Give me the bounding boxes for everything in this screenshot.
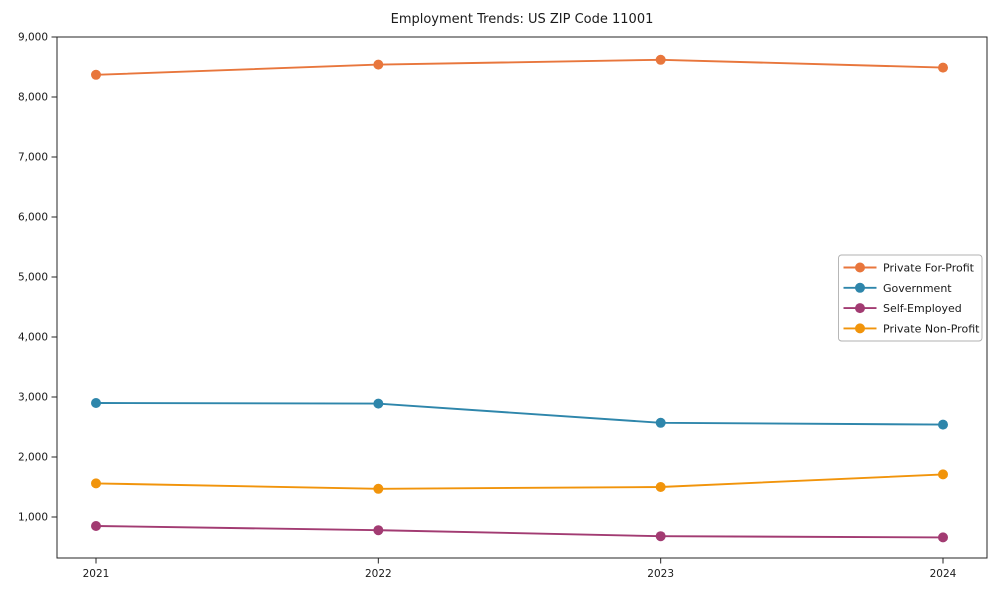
data-point-private-non-profit-2022: [373, 483, 384, 494]
legend-item-private-for-profit: Private For-Profit: [843, 262, 975, 275]
legend-item-label: Government: [883, 282, 952, 295]
legend-sample-marker: [855, 303, 865, 314]
legend-sample-marker: [855, 323, 865, 334]
data-point-private-non-profit-2021: [91, 478, 101, 489]
data-point-private-non-profit-2024: [938, 469, 948, 480]
data-point-private-non-profit-2023: [655, 482, 666, 492]
data-point-self-employed-2023: [655, 531, 666, 542]
y-tick-label: 5,000: [18, 272, 48, 284]
chart-title: Employment Trends: US ZIP Code 11001: [391, 12, 654, 27]
y-tick-label: 7,000: [18, 152, 48, 164]
legend-sample-marker: [855, 282, 865, 293]
legend-item-private-non-profit: Private Non-Profit: [843, 322, 980, 335]
data-point-government-2024: [938, 419, 948, 430]
legend-item-label: Self-Employed: [883, 302, 962, 315]
y-tick-label: 8,000: [18, 92, 48, 104]
legend-item-government: Government: [843, 282, 952, 295]
data-point-private-for-profit-2022: [373, 59, 384, 70]
plot-area: 1,000 2,000 3,000 4,000 5,000 6,000 7,000 8,000…: [18, 32, 988, 580]
x-tick-label: 2024: [930, 568, 957, 580]
legend-box: [838, 254, 983, 342]
legend-item-self-employed: Self-Employed: [843, 302, 962, 315]
y-tick-label: 2,000: [18, 452, 48, 464]
series-line-self-employed: [95, 525, 944, 539]
data-point-government-2023: [655, 417, 666, 428]
data-point-private-for-profit-2023: [655, 54, 666, 65]
legend-sample-marker: [855, 262, 865, 273]
legend: Private For-Profit Government Self-Employe…: [838, 254, 983, 342]
data-point-self-employed-2021: [91, 521, 101, 531]
legend-item-label: Private For-Profit: [883, 262, 975, 275]
series-line-private-non-profit: [95, 473, 944, 490]
y-tick-label: 6,000: [18, 212, 48, 224]
x-tick-label: 2021: [83, 568, 110, 580]
data-point-government-2021: [91, 398, 101, 408]
y-tick-label: 1,000: [18, 512, 48, 524]
data-point-self-employed-2024: [938, 532, 948, 543]
data-point-private-for-profit-2024: [938, 62, 948, 73]
x-tick-label: 2023: [647, 568, 674, 580]
legend-item-label: Private Non-Profit: [883, 322, 980, 335]
data-point-self-employed-2022: [373, 525, 384, 536]
x-tick-label: 2022: [365, 568, 392, 580]
axes-spines: [56, 36, 988, 559]
y-tick-label: 3,000: [18, 392, 48, 404]
data-point-government-2022: [373, 398, 384, 409]
series-line-government: [95, 402, 944, 426]
y-tick-label: 4,000: [18, 332, 48, 344]
data-point-private-for-profit-2021: [91, 69, 101, 80]
series-line-private-for-profit: [95, 58, 944, 76]
y-tick-label: 9,000: [18, 32, 48, 44]
